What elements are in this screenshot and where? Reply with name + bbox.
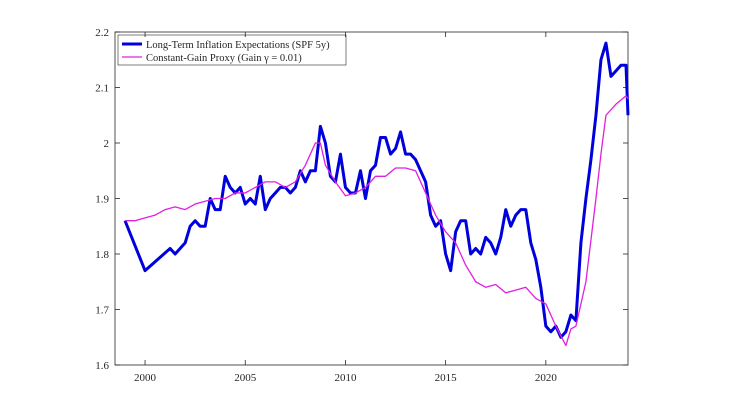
x-tick-label: 2000 xyxy=(134,372,157,384)
x-tick-label: 2015 xyxy=(435,372,458,384)
y-tick-label: 1.9 xyxy=(95,194,109,206)
series-line xyxy=(125,95,629,347)
y-tick-label: 1.6 xyxy=(95,360,109,372)
x-tick-label: 2010 xyxy=(334,372,357,384)
legend-label: Constant-Gain Proxy (Gain γ = 0.01) xyxy=(146,53,302,64)
y-tick-label: 2.1 xyxy=(95,83,109,95)
y-tick-label: 1.8 xyxy=(95,249,109,261)
y-tick-label: 2 xyxy=(104,138,110,150)
legend: Long-Term Inflation Expectations (SPF 5y… xyxy=(117,34,347,66)
x-tick-label: 2020 xyxy=(535,372,558,384)
legend-label: Long-Term Inflation Expectations (SPF 5y… xyxy=(146,40,330,51)
series-line xyxy=(123,41,630,339)
y-tick-label: 1.7 xyxy=(95,305,109,317)
x-tick-label: 2005 xyxy=(234,372,257,384)
y-tick-label: 2.2 xyxy=(95,27,109,39)
legend-box xyxy=(117,34,347,66)
